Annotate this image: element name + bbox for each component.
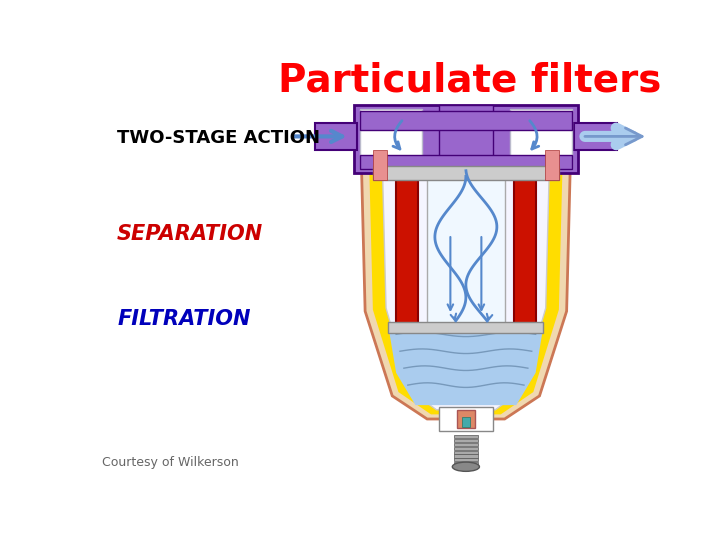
Text: TWO-STAGE ACTION: TWO-STAGE ACTION (117, 129, 320, 147)
FancyBboxPatch shape (354, 105, 578, 173)
FancyBboxPatch shape (462, 417, 469, 427)
Polygon shape (388, 327, 544, 405)
FancyBboxPatch shape (454, 455, 477, 457)
FancyBboxPatch shape (575, 123, 617, 150)
FancyBboxPatch shape (454, 450, 477, 454)
FancyBboxPatch shape (360, 155, 572, 168)
FancyBboxPatch shape (454, 443, 477, 446)
Ellipse shape (452, 462, 480, 471)
FancyBboxPatch shape (438, 408, 493, 430)
Polygon shape (361, 157, 570, 419)
FancyBboxPatch shape (454, 458, 477, 461)
FancyBboxPatch shape (373, 166, 559, 180)
Text: Particulate filters: Particulate filters (278, 61, 662, 99)
FancyBboxPatch shape (373, 150, 387, 180)
FancyBboxPatch shape (454, 435, 477, 438)
FancyBboxPatch shape (396, 165, 418, 327)
FancyBboxPatch shape (454, 439, 477, 442)
FancyBboxPatch shape (454, 447, 477, 450)
FancyBboxPatch shape (427, 165, 505, 327)
FancyBboxPatch shape (545, 150, 559, 180)
FancyBboxPatch shape (388, 322, 544, 333)
FancyBboxPatch shape (315, 123, 357, 150)
FancyBboxPatch shape (454, 462, 477, 465)
FancyBboxPatch shape (360, 111, 572, 130)
Text: Courtesy of Wilkerson: Courtesy of Wilkerson (102, 456, 238, 469)
Polygon shape (369, 157, 563, 414)
FancyBboxPatch shape (456, 410, 475, 428)
FancyBboxPatch shape (360, 109, 422, 168)
FancyBboxPatch shape (510, 109, 572, 168)
FancyBboxPatch shape (514, 165, 536, 327)
Text: FILTRATION: FILTRATION (117, 309, 251, 329)
FancyBboxPatch shape (438, 105, 493, 173)
Polygon shape (382, 157, 549, 410)
Text: SEPARATION: SEPARATION (117, 224, 264, 244)
